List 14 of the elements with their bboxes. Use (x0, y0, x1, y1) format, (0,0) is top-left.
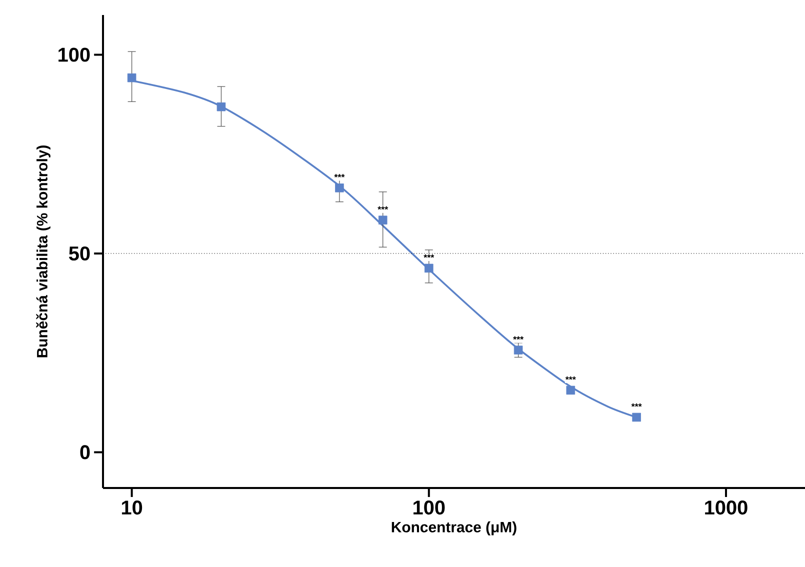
y-tick-label: 100 (58, 48, 90, 62)
y-axis-title: Buněčná viabilita (% kontroly) (36, 146, 50, 358)
annotation: *** (334, 174, 345, 178)
annotation: *** (565, 376, 576, 380)
annotation: *** (424, 254, 434, 258)
x-axis-title: Koncentrace (μM) (392, 521, 516, 536)
x-tick-label: 1000 (705, 500, 748, 515)
x-tick-label: 100 (414, 500, 445, 515)
annotation: *** (513, 336, 524, 340)
annotation: *** (631, 403, 642, 407)
y-tick-label: 0 (80, 445, 90, 460)
y-tick-label: 50 (68, 246, 90, 261)
x-tick-label: 10 (122, 500, 142, 515)
annotation: *** (378, 206, 388, 210)
